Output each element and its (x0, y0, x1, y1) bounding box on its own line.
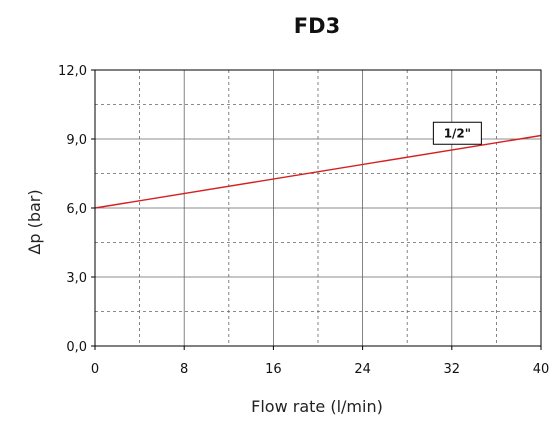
annotation-box (432, 121, 482, 145)
x-ticks: 0 8 16 24 32 40 (91, 346, 549, 377)
grid (95, 70, 541, 346)
x-tick-label: 24 (354, 362, 371, 377)
x-tick-label: 40 (533, 362, 550, 377)
annotation-label: 1/2" (444, 126, 471, 140)
y-tick-label: 0,0 (66, 340, 87, 355)
y-tick-label: 12,0 (58, 64, 87, 79)
x-tick-label: 32 (444, 362, 461, 377)
x-tick-label: 0 (91, 362, 99, 377)
y-tick-label: 3,0 (66, 271, 87, 286)
annotations: 1/2" (432, 121, 482, 145)
series-line (94, 134, 542, 209)
y-ticks: 0,0 3,0 6,0 9,0 12,0 (58, 64, 95, 355)
y-tick-label: 9,0 (66, 133, 87, 148)
y-tick-label: 6,0 (66, 202, 87, 217)
x-tick-label: 8 (180, 362, 188, 377)
y-axis-label: Δp (bar) (25, 189, 44, 254)
x-tick-label: 16 (265, 362, 282, 377)
x-axis-label: Flow rate (l/min) (251, 397, 383, 416)
series-layer (94, 134, 542, 209)
chart-title: FD3 (294, 14, 340, 38)
